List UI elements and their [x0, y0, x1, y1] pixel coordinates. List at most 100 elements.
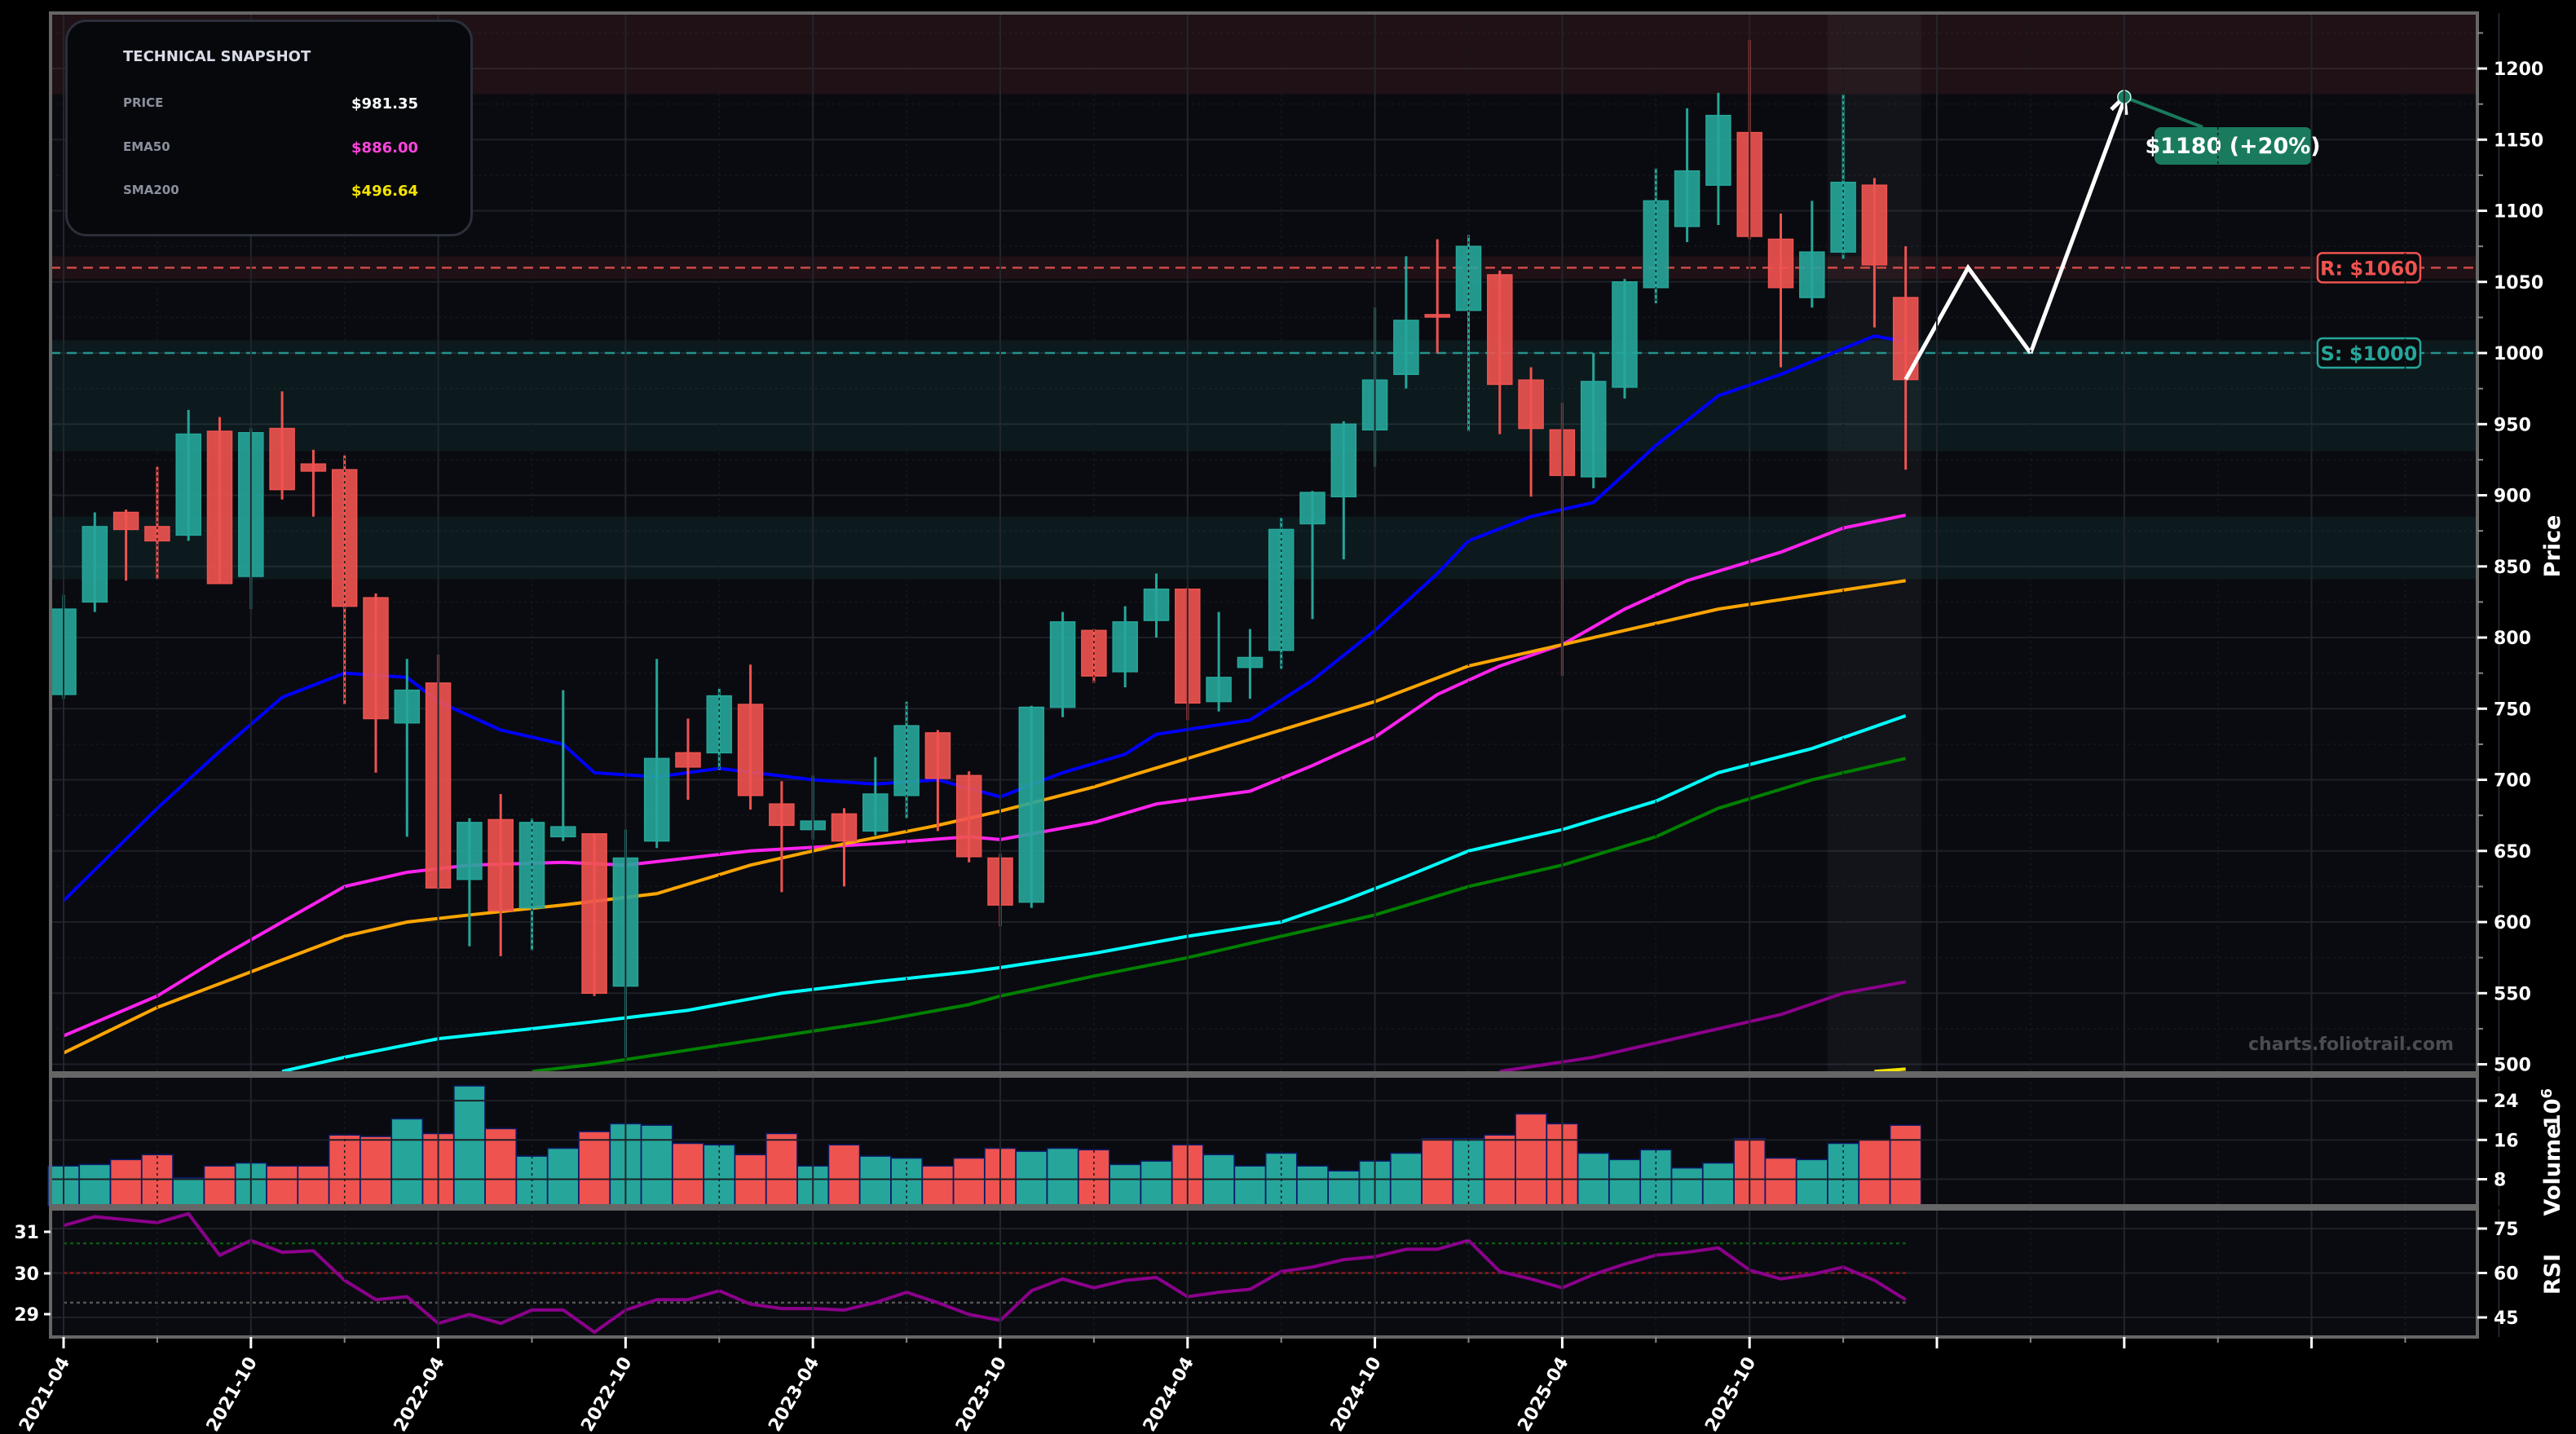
candle-body: [1643, 200, 1670, 289]
candle-body: [1799, 251, 1825, 298]
volume-bar: [1796, 1158, 1828, 1207]
candle-body: [1580, 381, 1607, 478]
volume-bar: [1452, 1137, 1485, 1207]
y-tick-label: 1050: [2494, 273, 2543, 293]
x-tick-label: 2021-04: [15, 1354, 74, 1434]
rsi-tick-label: 75: [2494, 1220, 2519, 1240]
x-tick-label: 2023-04: [765, 1354, 823, 1434]
x-tick-label: 2022-10: [577, 1354, 636, 1434]
x-tick-label: 2024-04: [1140, 1354, 1198, 1434]
candle-body: [1612, 281, 1638, 388]
candle-body: [737, 704, 764, 796]
y-tick-label: 600: [2494, 913, 2531, 933]
volume-bar: [1889, 1124, 1922, 1207]
candle-body: [831, 813, 858, 842]
y-tick-label: 1150: [2494, 130, 2543, 151]
candle-body: [643, 757, 670, 842]
rsi-panel: [51, 1209, 2477, 1337]
rsi-left-tick-label: 30: [14, 1264, 39, 1285]
volume-bar: [1484, 1134, 1516, 1207]
candle-body: [269, 427, 295, 491]
volume-tick-label: 24: [2494, 1092, 2519, 1112]
y-tick-label: 850: [2494, 558, 2531, 578]
y-tick-label: 1100: [2494, 202, 2543, 223]
volume-panel: [47, 1076, 2477, 1207]
volume-bar: [765, 1132, 798, 1207]
volume-bar: [1327, 1170, 1361, 1207]
volume-multiplier: 106: [2539, 1088, 2565, 1129]
y-tick-label: 800: [2494, 629, 2531, 649]
candle-body: [1424, 314, 1450, 318]
volume-bar: [1421, 1137, 1453, 1207]
watermark: charts.foliotrail.com: [2248, 1035, 2454, 1055]
resistance-label-box: [2316, 252, 2422, 284]
y-tick-label: 700: [2494, 771, 2531, 792]
candle-body: [769, 803, 795, 827]
candle-body: [363, 597, 389, 720]
volume-tick-label: 8: [2494, 1170, 2506, 1190]
candle-body: [300, 463, 327, 472]
candle-body: [1705, 114, 1731, 186]
volume-bar: [1296, 1165, 1329, 1207]
volume-bar: [1515, 1113, 1547, 1207]
y-tick-label: 950: [2494, 415, 2531, 435]
candle-body: [206, 430, 233, 585]
candle-body: [1830, 181, 1856, 253]
price-label: PRICE: [123, 95, 164, 110]
volume-bar: [952, 1157, 986, 1207]
candle-body: [1518, 379, 1544, 430]
rsi-tick-label: 45: [2494, 1308, 2519, 1329]
candle-body: [1206, 677, 1232, 703]
volume-bar: [547, 1147, 580, 1207]
volume-bar: [1140, 1160, 1173, 1207]
volume-bar: [297, 1165, 330, 1207]
forecast-path: [1903, 263, 2032, 381]
candle-body: [1143, 588, 1170, 621]
volume-bar: [1233, 1165, 1267, 1207]
volume-bar: [1202, 1154, 1235, 1207]
volume-bar: [672, 1142, 704, 1207]
forecast-arrow-line: [2028, 99, 2127, 354]
target-label-box: [2155, 127, 2312, 165]
x-tick-label: 2022-04: [390, 1354, 449, 1434]
volume-bar: [1702, 1162, 1735, 1207]
volume-bar: [578, 1131, 611, 1207]
volume-bar: [172, 1176, 205, 1207]
rsi-left-tick-label: 29: [14, 1305, 39, 1326]
candle-body: [955, 774, 982, 858]
y-tick-label: 500: [2494, 1056, 2531, 1076]
candle-body: [1299, 492, 1325, 525]
candle-body: [1330, 423, 1357, 498]
y-tick-label: 1000: [2494, 344, 2543, 364]
sma200-value: $496.64: [351, 183, 418, 200]
price-zone: [51, 340, 2477, 452]
candle-body: [457, 822, 483, 880]
moving-average-line: [63, 514, 1907, 1038]
snapshot-title: TECHNICAL SNAPSHOT: [123, 48, 311, 65]
rsi-left-tick-label: 31: [14, 1223, 39, 1243]
support-label-box: [2316, 337, 2422, 369]
candle-body: [1393, 320, 1419, 375]
volume-bar: [1764, 1157, 1797, 1207]
price-value: $981.35: [351, 95, 418, 113]
sma200-label: SMA200: [123, 183, 179, 197]
price-zone: [51, 516, 2477, 580]
volume-bar: [734, 1154, 767, 1207]
candle-body: [1487, 274, 1513, 386]
rsi-axis-label: RSI: [2540, 1254, 2565, 1295]
volume-bar: [453, 1085, 486, 1207]
ema50-label: EMA50: [123, 139, 170, 154]
x-tick-label: 2021-10: [203, 1354, 262, 1434]
candle-body: [1112, 621, 1138, 673]
support-label: S: $1000: [2321, 342, 2418, 365]
x-tick-label: 2025-10: [1701, 1354, 1760, 1434]
volume-bar: [109, 1158, 143, 1207]
candle-body: [581, 833, 607, 995]
y-tick-label: 900: [2494, 487, 2531, 507]
candle-body: [1237, 656, 1264, 668]
volume-bar: [1046, 1147, 1079, 1207]
candle-body: [862, 793, 889, 832]
volume-bar: [1109, 1163, 1141, 1207]
moving-average-line: [281, 714, 1907, 1073]
